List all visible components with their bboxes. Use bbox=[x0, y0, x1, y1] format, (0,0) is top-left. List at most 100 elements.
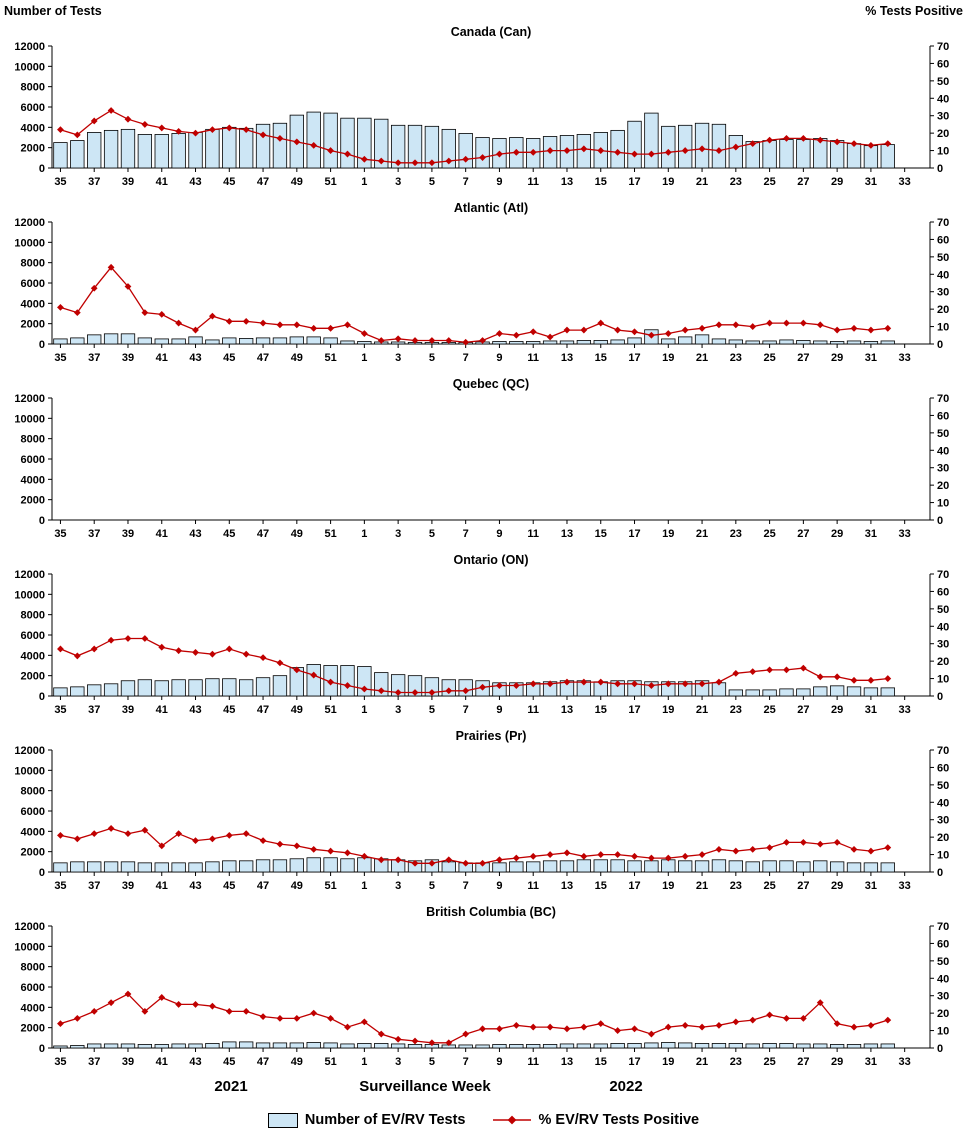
svg-text:31: 31 bbox=[865, 704, 877, 716]
svg-text:1: 1 bbox=[361, 880, 367, 892]
svg-text:5: 5 bbox=[429, 1056, 435, 1068]
svg-text:51: 51 bbox=[324, 176, 336, 188]
svg-text:39: 39 bbox=[122, 352, 134, 364]
svg-text:20: 20 bbox=[937, 832, 949, 844]
svg-text:17: 17 bbox=[628, 528, 640, 540]
svg-text:2000: 2000 bbox=[21, 143, 45, 155]
svg-text:20: 20 bbox=[937, 1008, 949, 1020]
svg-text:49: 49 bbox=[291, 528, 303, 540]
svg-text:70: 70 bbox=[937, 41, 949, 53]
svg-text:5: 5 bbox=[429, 352, 435, 364]
svg-text:13: 13 bbox=[561, 528, 573, 540]
svg-text:12000: 12000 bbox=[14, 745, 45, 757]
svg-text:43: 43 bbox=[189, 352, 201, 364]
svg-text:37: 37 bbox=[88, 528, 100, 540]
svg-text:60: 60 bbox=[937, 234, 949, 246]
svg-text:0: 0 bbox=[39, 691, 45, 703]
chart-panel-canada: Canada (Can) 0 2000 4000 6000 8000 10000 12000 0… bbox=[14, 25, 949, 188]
svg-text:31: 31 bbox=[865, 880, 877, 892]
svg-text:11: 11 bbox=[527, 704, 539, 716]
svg-text:Prairies (Pr): Prairies (Pr) bbox=[456, 729, 527, 743]
svg-text:51: 51 bbox=[324, 352, 336, 364]
svg-text:35: 35 bbox=[54, 528, 66, 540]
svg-text:17: 17 bbox=[628, 880, 640, 892]
svg-text:12000: 12000 bbox=[14, 41, 45, 53]
chart-panel-quebec: Quebec (QC) 0 2000 4000 6000 8000 10000 12000 0 1… bbox=[14, 377, 949, 540]
svg-text:British Columbia (BC): British Columbia (BC) bbox=[426, 905, 556, 919]
svg-text:7: 7 bbox=[463, 1056, 469, 1068]
svg-text:13: 13 bbox=[561, 352, 573, 364]
svg-text:1: 1 bbox=[361, 704, 367, 716]
svg-text:12000: 12000 bbox=[14, 921, 45, 933]
svg-text:41: 41 bbox=[156, 1056, 168, 1068]
svg-text:3: 3 bbox=[395, 880, 401, 892]
svg-text:40: 40 bbox=[937, 93, 949, 105]
chart-panel-atlantic: Atlantic (Atl)02000400060008000100001200… bbox=[14, 201, 949, 364]
svg-text:30: 30 bbox=[937, 815, 949, 827]
svg-text:45: 45 bbox=[223, 1056, 235, 1068]
svg-text:60: 60 bbox=[937, 58, 949, 70]
svg-text:60: 60 bbox=[937, 410, 949, 422]
svg-text:60: 60 bbox=[937, 762, 949, 774]
svg-text:20: 20 bbox=[937, 480, 949, 492]
svg-text:15: 15 bbox=[595, 880, 607, 892]
svg-text:29: 29 bbox=[831, 176, 843, 188]
svg-text:33: 33 bbox=[899, 352, 911, 364]
x-axis-year-2021: 2021 bbox=[214, 1078, 248, 1095]
svg-text:33: 33 bbox=[899, 704, 911, 716]
svg-text:40: 40 bbox=[937, 621, 949, 633]
legend-bar-swatch bbox=[267, 1112, 298, 1128]
svg-text:2000: 2000 bbox=[21, 671, 45, 683]
svg-text:17: 17 bbox=[628, 1056, 640, 1068]
svg-text:29: 29 bbox=[831, 528, 843, 540]
svg-text:35: 35 bbox=[54, 880, 66, 892]
svg-text:27: 27 bbox=[797, 352, 809, 364]
svg-text:6000: 6000 bbox=[21, 630, 45, 642]
svg-text:25: 25 bbox=[763, 1056, 775, 1068]
svg-text:20: 20 bbox=[937, 128, 949, 140]
svg-text:0: 0 bbox=[937, 1043, 943, 1055]
svg-text:10: 10 bbox=[937, 1026, 949, 1038]
svg-text:39: 39 bbox=[122, 528, 134, 540]
svg-text:10: 10 bbox=[937, 674, 949, 686]
svg-text:50: 50 bbox=[937, 428, 949, 440]
svg-text:21: 21 bbox=[696, 1056, 708, 1068]
svg-text:51: 51 bbox=[324, 704, 336, 716]
svg-text:21: 21 bbox=[696, 352, 708, 364]
svg-text:47: 47 bbox=[257, 352, 269, 364]
svg-text:19: 19 bbox=[662, 1056, 674, 1068]
svg-text:70: 70 bbox=[937, 393, 949, 405]
svg-text:2000: 2000 bbox=[21, 1023, 45, 1035]
svg-text:30: 30 bbox=[937, 287, 949, 299]
svg-text:23: 23 bbox=[730, 1056, 742, 1068]
svg-text:10000: 10000 bbox=[14, 237, 45, 249]
svg-text:41: 41 bbox=[156, 352, 168, 364]
svg-text:2000: 2000 bbox=[21, 847, 45, 859]
svg-text:10: 10 bbox=[937, 498, 949, 510]
svg-text:33: 33 bbox=[899, 176, 911, 188]
svg-text:23: 23 bbox=[730, 880, 742, 892]
svg-text:50: 50 bbox=[937, 956, 949, 968]
svg-text:6000: 6000 bbox=[21, 102, 45, 114]
legend-line-swatch bbox=[493, 1114, 532, 1126]
right-axis-title: % Tests Positive bbox=[865, 4, 963, 18]
svg-text:39: 39 bbox=[122, 704, 134, 716]
svg-text:Atlantic (Atl): Atlantic (Atl) bbox=[454, 201, 528, 215]
svg-text:7: 7 bbox=[463, 528, 469, 540]
svg-text:15: 15 bbox=[595, 704, 607, 716]
svg-text:9: 9 bbox=[496, 880, 502, 892]
svg-text:7: 7 bbox=[463, 176, 469, 188]
svg-text:2000: 2000 bbox=[21, 319, 45, 331]
svg-text:2000: 2000 bbox=[21, 495, 45, 507]
svg-text:25: 25 bbox=[763, 528, 775, 540]
svg-text:70: 70 bbox=[937, 921, 949, 933]
svg-text:12000: 12000 bbox=[14, 393, 45, 405]
svg-text:0: 0 bbox=[937, 691, 943, 703]
svg-text:39: 39 bbox=[122, 176, 134, 188]
svg-text:50: 50 bbox=[937, 76, 949, 88]
chart-panel-bc: British Columbia (BC)0200040006000800010… bbox=[14, 905, 949, 1068]
svg-text:0: 0 bbox=[937, 867, 943, 879]
svg-text:17: 17 bbox=[628, 176, 640, 188]
svg-text:27: 27 bbox=[797, 528, 809, 540]
legend-item-tests: Number of EV/RV Tests bbox=[267, 1112, 465, 1128]
